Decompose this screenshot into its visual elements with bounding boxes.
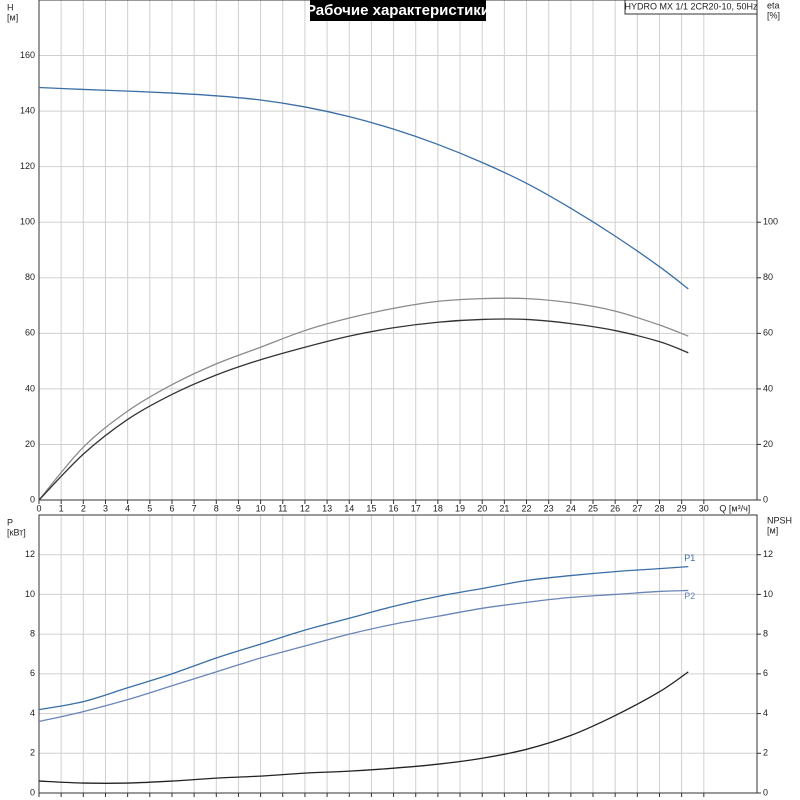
curve (38, 565, 689, 711)
x-tick-label: 19 (455, 503, 465, 513)
x-tick-label: 1 (59, 503, 64, 513)
plot-frame (38, 514, 758, 794)
y2-tick-label: 40 (763, 383, 773, 393)
y-tick-label: 140 (20, 105, 35, 115)
x-tick-label: 22 (522, 503, 532, 513)
y-tick-label: 12 (25, 549, 35, 559)
x-tick-label: 17 (411, 503, 421, 513)
x-tick-label: 25 (588, 503, 598, 513)
x-tick-label: 29 (677, 503, 687, 513)
y2-tick-label: 12 (763, 549, 773, 559)
x-tick-label: 21 (499, 503, 509, 513)
y-tick-label: 120 (20, 161, 35, 171)
y-tick-label: 20 (25, 439, 35, 449)
chart-title: Рабочие характеристики (306, 2, 490, 19)
y-axis-unit: [кВт] (7, 527, 26, 537)
y-tick-label: 160 (20, 50, 35, 60)
x-tick-label: 15 (366, 503, 376, 513)
y-tick-label: 6 (30, 668, 35, 678)
y-tick-label: 10 (25, 589, 35, 599)
x-tick-label: 5 (147, 503, 152, 513)
y2-axis-label: NPSH (767, 515, 792, 525)
y-tick-label: 2 (30, 748, 35, 758)
y2-tick-label: 6 (763, 668, 768, 678)
x-tick-label: 9 (236, 503, 241, 513)
x-tick-label: 6 (169, 503, 174, 513)
y2-tick-label: 80 (763, 272, 773, 282)
x-tick-label: 0 (36, 503, 41, 513)
y2-tick-label: 2 (763, 748, 768, 758)
y2-tick-label: 8 (763, 629, 768, 639)
y-tick-label: 0 (30, 787, 35, 797)
y-axis-unit: [м] (7, 12, 18, 22)
y2-tick-label: 0 (763, 494, 768, 504)
x-tick-label: 4 (125, 503, 130, 513)
x-tick-label: 30 (699, 503, 709, 513)
x-tick-label: 12 (300, 503, 310, 513)
y-tick-label: 60 (25, 328, 35, 338)
x-tick-label: 18 (433, 503, 443, 513)
y-axis-label: P (7, 517, 13, 527)
y-tick-label: 8 (30, 629, 35, 639)
curve (38, 318, 689, 501)
x-tick-label: 23 (544, 503, 554, 513)
x-tick-label: 28 (654, 503, 664, 513)
x-tick-label: 11 (278, 503, 287, 513)
x-tick-label: 27 (632, 503, 642, 513)
x-axis-label: Q [м³/ч] (719, 503, 750, 513)
y2-tick-label: 0 (763, 787, 768, 797)
subtitle-box (624, 0, 758, 15)
x-tick-label: 16 (389, 503, 399, 513)
x-tick-label: 7 (192, 503, 197, 513)
x-tick-label: 13 (322, 503, 332, 513)
y-tick-label: 40 (25, 383, 35, 393)
x-tick-label: 2 (81, 503, 86, 513)
x-tick-label: 24 (566, 503, 576, 513)
curve (38, 671, 689, 784)
x-tick-label: 10 (256, 503, 266, 513)
y2-tick-label: 4 (763, 708, 768, 718)
plot-frame (38, 0, 758, 501)
y2-tick-label: 100 (763, 217, 778, 227)
chart-subtitle: HYDRO MX 1/1 2CR20-10, 50Hz (624, 1, 758, 11)
title-box (310, 0, 486, 21)
y-tick-label: 0 (30, 494, 35, 504)
y-tick-label: 80 (25, 272, 35, 282)
x-tick-label: 3 (103, 503, 108, 513)
legend-label: P1 (684, 553, 695, 563)
y2-tick-label: 60 (763, 328, 773, 338)
y2-axis-label: eta (767, 0, 780, 10)
x-tick-label: 20 (477, 503, 487, 513)
y2-tick-label: 20 (763, 439, 773, 449)
x-tick-label: 26 (610, 503, 620, 513)
y2-tick-label: 10 (763, 589, 773, 599)
curve (38, 86, 689, 290)
y-tick-label: 100 (20, 217, 35, 227)
y2-axis-unit: [м] (767, 525, 778, 535)
y2-axis-unit: [%] (767, 10, 780, 20)
curve (38, 297, 689, 501)
y-axis-label: H (7, 2, 14, 12)
curve (38, 589, 689, 723)
x-tick-label: 14 (344, 503, 354, 513)
y-tick-label: 4 (30, 708, 35, 718)
x-tick-label: 8 (214, 503, 219, 513)
legend-label: P2 (684, 591, 695, 601)
